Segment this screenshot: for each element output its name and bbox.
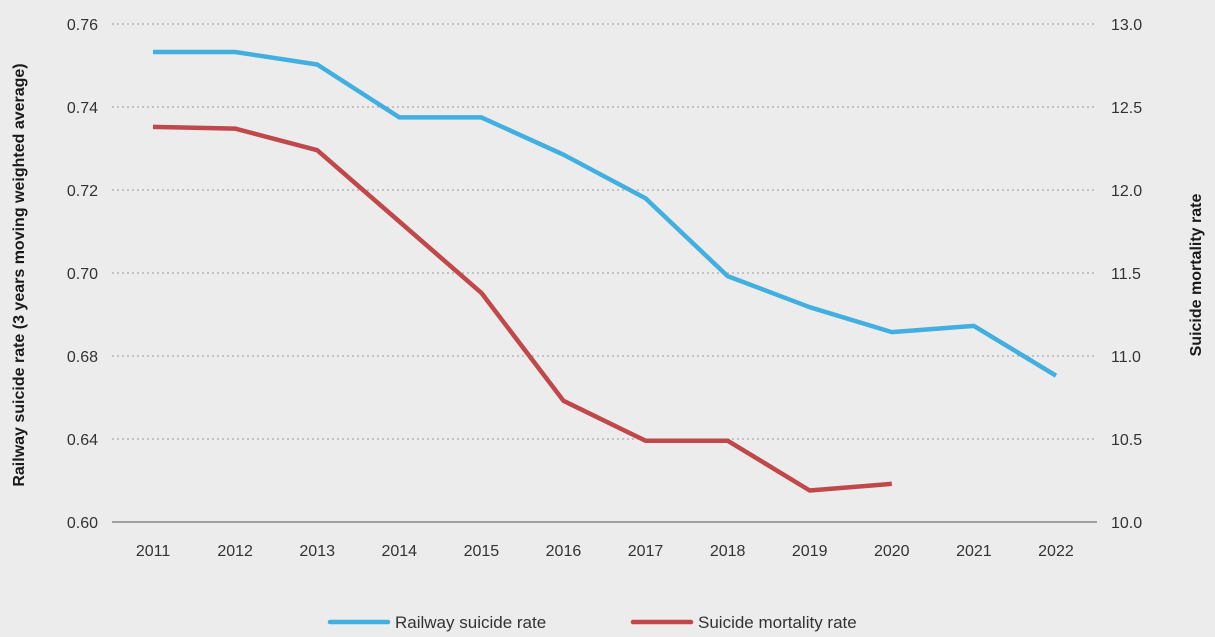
x-tick-label: 2019 <box>792 543 828 560</box>
x-tick-label: 2013 <box>299 543 335 560</box>
y-left-tick-label: 0.72 <box>67 183 98 200</box>
x-tick-label: 2018 <box>710 543 746 560</box>
x-tick-label: 2014 <box>381 543 417 560</box>
y-axis-right-title: Suicide mortality rate <box>1188 194 1205 357</box>
x-tick-label: 2021 <box>956 543 992 560</box>
axes: 0.60 0.64 0.68 0.70 0.72 0.74 0.76 10.0 10.5 11.0… <box>67 17 1142 560</box>
y-left-tick-label: 0.64 <box>67 432 98 449</box>
y-axis-left-title: Railway suicide rate (3 years moving wei… <box>11 63 28 486</box>
legend: Railway suicide rate Suicide mortality ra… <box>327 613 857 632</box>
y-right-tick-label: 11.5 <box>1111 266 1141 283</box>
y-right-tick-label: 13.0 <box>1111 17 1142 34</box>
y-left-tick-label: 0.68 <box>67 349 98 366</box>
series-line-railway-suicide-rate <box>153 49 1058 378</box>
legend-item: Suicide mortality rate <box>630 613 857 632</box>
x-tick-label: 2012 <box>217 543 253 560</box>
y-left-tick-label: 0.76 <box>67 17 98 34</box>
y-right-tick-label: 11.0 <box>1111 349 1141 366</box>
series-line-suicide-mortality-rate <box>152 124 892 493</box>
y-right-tick-label: 10.0 <box>1111 515 1142 532</box>
x-tick-label: 2016 <box>546 543 582 560</box>
gridlines <box>112 23 1097 523</box>
y-right-tick-label: 12.5 <box>1111 100 1142 117</box>
x-tick-label: 2020 <box>874 543 910 560</box>
x-tick-label: 2015 <box>464 543 500 560</box>
x-tick-label: 2017 <box>628 543 664 560</box>
legend-label: Railway suicide rate <box>395 613 546 632</box>
x-tick-label: 2011 <box>136 543 171 560</box>
y-right-tick-label: 10.5 <box>1111 432 1142 449</box>
series-lines <box>152 49 1058 493</box>
legend-item: Railway suicide rate <box>327 613 546 632</box>
y-left-tick-label: 0.74 <box>67 100 98 117</box>
y-left-tick-label: 0.60 <box>67 515 98 532</box>
legend-label: Suicide mortality rate <box>698 613 857 632</box>
x-tick-label: 2022 <box>1038 543 1074 560</box>
y-right-tick-label: 12.0 <box>1111 183 1142 200</box>
y-left-tick-label: 0.70 <box>67 266 98 283</box>
